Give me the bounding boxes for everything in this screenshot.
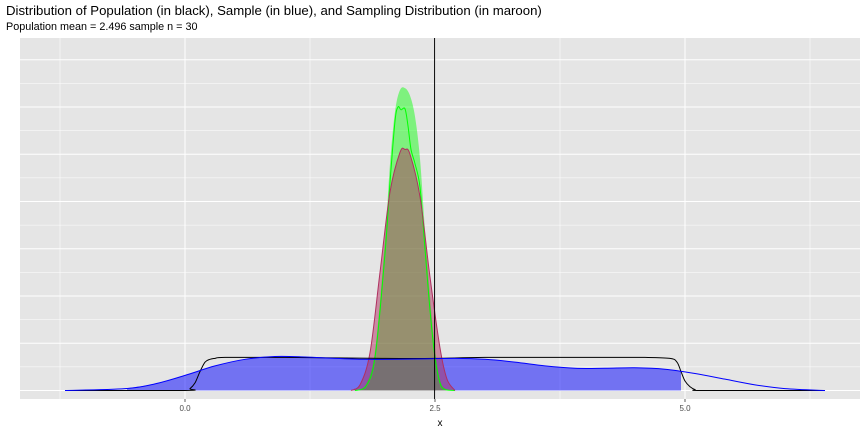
x-tick-label: 0.0 [179, 404, 191, 413]
grid-major [20, 38, 860, 399]
x-axis-title: x [438, 418, 443, 429]
plot-panel [20, 38, 860, 399]
chart-marks [64, 38, 826, 399]
x-axis: 0.0 2.5 5.0 [179, 399, 691, 413]
grid-minor [20, 35, 860, 399]
sample-density-line [64, 355, 826, 391]
sampling-maroon-fill [354, 148, 455, 391]
chart-title: Distribution of Population (in black), S… [6, 3, 542, 18]
sampling-maroon-line [350, 147, 456, 391]
x-tick-label: 2.5 [429, 404, 441, 413]
x-tick-label: 5.0 [679, 404, 691, 413]
chart-subtitle: Population mean = 2.496 sample n = 30 [6, 21, 198, 33]
